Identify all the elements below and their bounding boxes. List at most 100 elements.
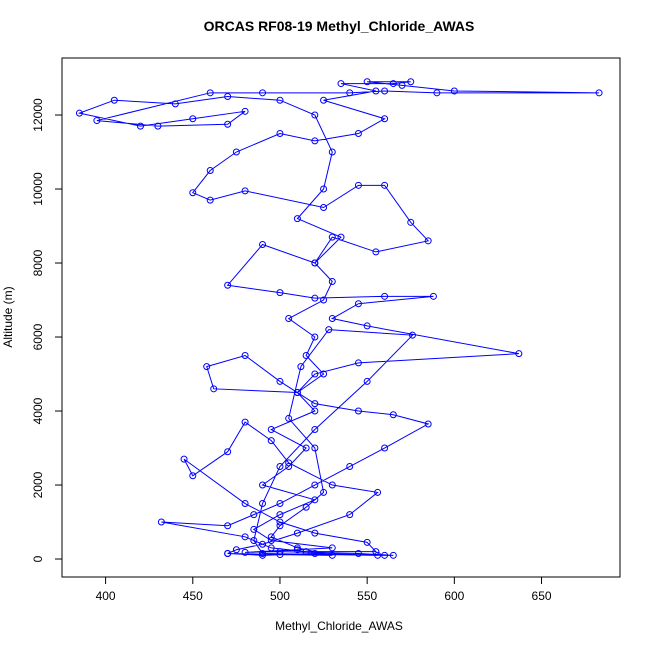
data-point <box>241 352 249 360</box>
data-point <box>180 455 188 463</box>
data-point <box>110 96 118 104</box>
data-point <box>363 377 371 385</box>
y-tick-label: 2000 <box>31 471 45 498</box>
data-point <box>293 215 301 223</box>
data-point <box>372 248 380 256</box>
data-point <box>311 370 319 378</box>
data-point <box>381 551 389 559</box>
data-point <box>320 204 328 212</box>
data-point <box>398 81 406 89</box>
data-point <box>311 259 319 267</box>
data-point <box>276 500 284 508</box>
data-point <box>363 538 371 546</box>
y-axis-label: Altitude (m) <box>1 286 15 347</box>
data-point <box>363 78 371 86</box>
data-point <box>189 472 197 480</box>
data-point <box>407 78 415 86</box>
data-point <box>189 115 197 123</box>
data-point <box>224 281 232 289</box>
data-point <box>276 289 284 297</box>
data-point <box>337 80 345 88</box>
y-tick-label: 4000 <box>31 397 45 424</box>
data-point <box>328 551 336 559</box>
data-point <box>389 551 397 559</box>
data-point <box>267 537 275 545</box>
x-tick-label: 400 <box>96 589 116 603</box>
data-point <box>241 418 249 426</box>
data-point <box>206 167 214 175</box>
data-point <box>381 181 389 189</box>
data-point <box>381 87 389 95</box>
plot-frame <box>61 57 621 578</box>
data-point <box>171 100 179 108</box>
data-point <box>363 322 371 330</box>
data-point <box>157 518 165 526</box>
data-point <box>232 148 240 156</box>
data-point <box>374 488 382 496</box>
data-point <box>372 548 380 556</box>
data-point <box>297 363 305 371</box>
data-point <box>285 414 293 422</box>
data-point <box>354 130 362 138</box>
data-point <box>346 511 354 519</box>
data-point <box>337 233 345 241</box>
chart-title: ORCAS RF08-19 Methyl_Chloride_AWAS <box>204 18 475 34</box>
data-point <box>407 218 415 226</box>
data-point <box>136 122 144 130</box>
x-tick-label: 500 <box>270 589 290 603</box>
data-point <box>224 448 232 456</box>
data-point <box>408 331 416 339</box>
data-point <box>595 89 603 97</box>
data-point <box>354 181 362 189</box>
data-point <box>293 529 301 537</box>
y-tick-label: 8000 <box>31 249 45 276</box>
data-point <box>241 107 249 115</box>
data-point <box>424 420 432 428</box>
data-point <box>346 463 354 471</box>
data-point <box>259 551 267 559</box>
data-point <box>389 80 397 88</box>
data-point <box>206 196 214 204</box>
data-point <box>429 292 437 300</box>
data-point <box>259 540 267 548</box>
data-point <box>311 400 319 408</box>
data-point <box>328 544 336 552</box>
data-point <box>276 130 284 138</box>
data-point <box>203 363 211 371</box>
data-point <box>154 122 162 130</box>
data-point <box>381 444 389 452</box>
data-point <box>354 549 362 557</box>
data-point <box>259 481 267 489</box>
data-point <box>250 525 258 533</box>
data-point <box>259 549 267 557</box>
data-point <box>276 511 284 519</box>
data-point <box>328 315 336 323</box>
data-point <box>311 333 319 341</box>
data-point <box>293 546 301 554</box>
data-point <box>259 241 267 249</box>
data-point <box>450 87 458 95</box>
data-point <box>285 315 293 323</box>
data-point <box>311 426 319 434</box>
data-point <box>241 500 249 508</box>
data-point <box>259 500 267 508</box>
data-point <box>302 444 310 452</box>
data-point <box>276 522 284 530</box>
data-point <box>250 537 258 545</box>
data-point <box>311 294 319 302</box>
data-point <box>224 93 232 101</box>
y-tick-label: 6000 <box>31 323 45 350</box>
data-point <box>325 326 333 334</box>
data-point <box>320 96 328 104</box>
data-point <box>210 385 218 393</box>
data-point <box>381 115 389 123</box>
data-point <box>224 549 232 557</box>
data-point <box>93 117 101 125</box>
data-point <box>311 549 319 557</box>
data-point <box>276 551 284 559</box>
data-point <box>381 292 389 300</box>
data-point <box>276 463 284 471</box>
y-tick-label: 10000 <box>31 172 45 206</box>
data-point <box>320 370 328 378</box>
